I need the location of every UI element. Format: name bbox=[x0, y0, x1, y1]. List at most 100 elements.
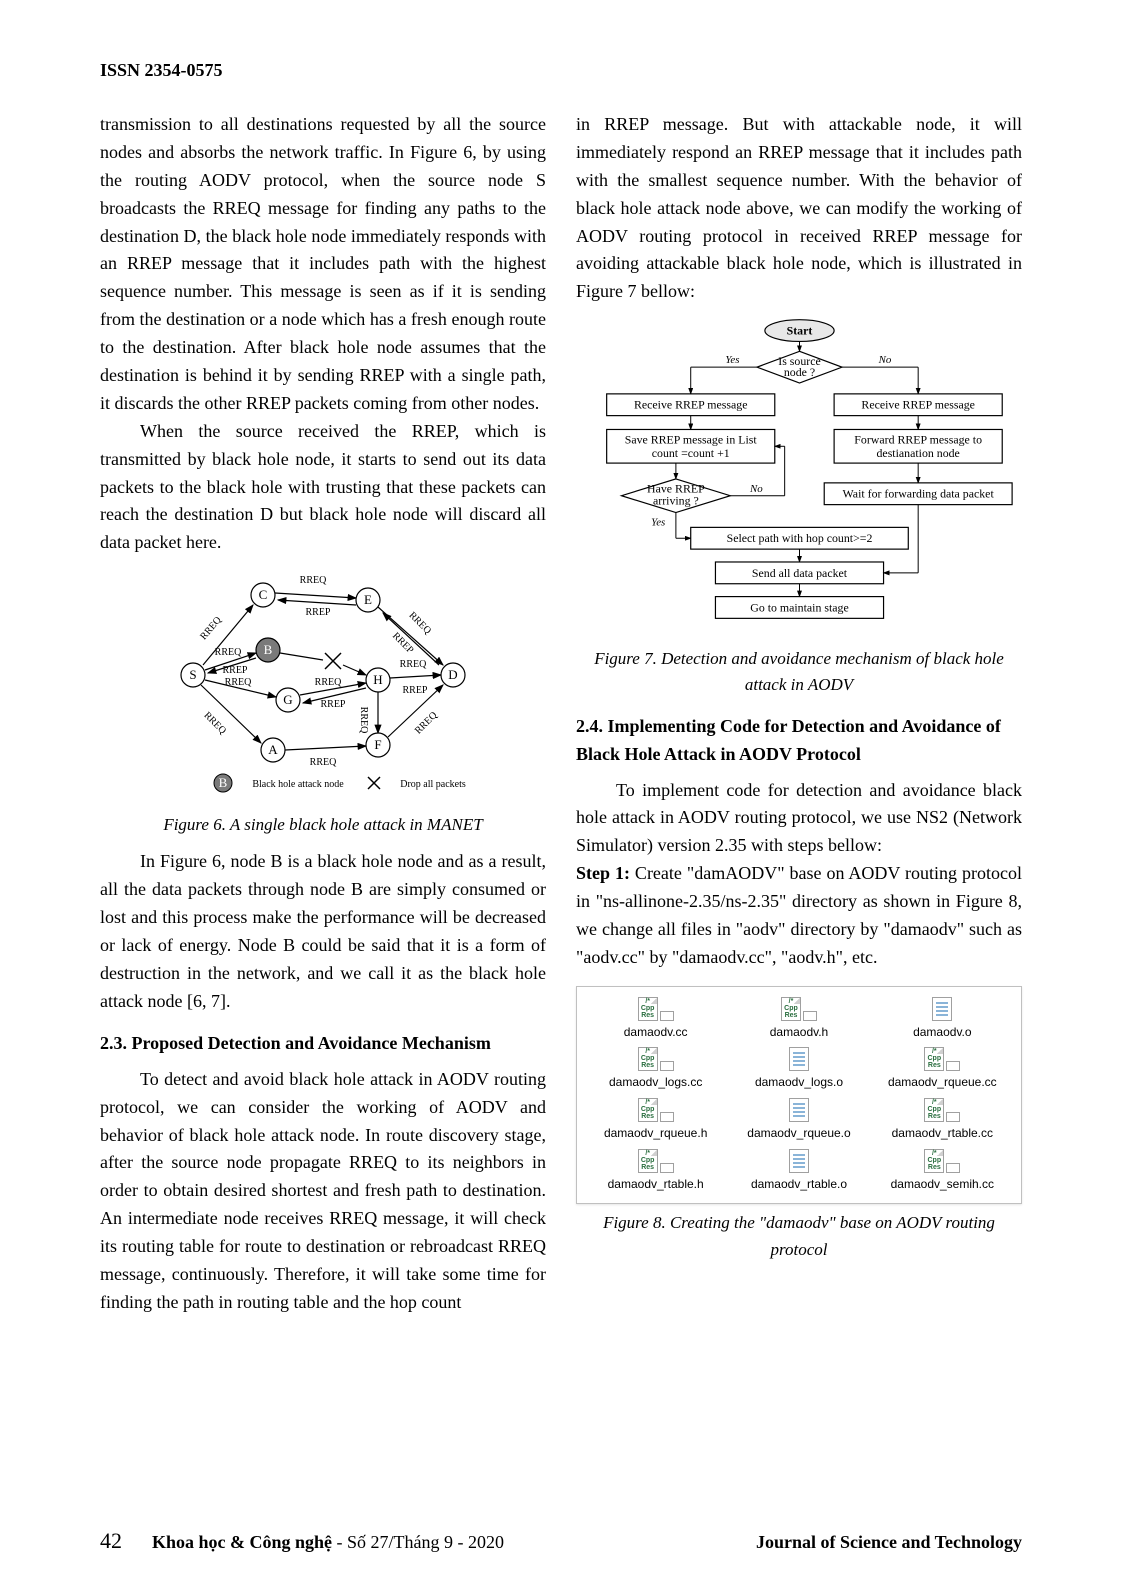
fig6-label-rreq: RREQ bbox=[300, 575, 327, 586]
svg-text:node ?: node ? bbox=[783, 365, 814, 379]
svg-text:B: B bbox=[219, 775, 228, 790]
svg-text:Go to maintain stage: Go to maintain stage bbox=[750, 601, 848, 615]
file-label: damaodv.h bbox=[770, 1023, 828, 1042]
file-item: /*CppResdamaodv_rtable.h bbox=[587, 1149, 724, 1194]
svg-text:arriving ?: arriving ? bbox=[652, 494, 698, 508]
svg-text:H: H bbox=[373, 672, 382, 687]
file-item: /*CppRes damaodv_logs.cc bbox=[587, 1047, 724, 1092]
file-item: damaodv_rtable.o bbox=[730, 1149, 867, 1194]
file-item: damaodv_logs.o bbox=[730, 1047, 867, 1092]
file-item: damaodv.o bbox=[874, 997, 1011, 1042]
svg-text:No: No bbox=[877, 354, 891, 366]
svg-text:Wait for forwarding data packe: Wait for forwarding data packet bbox=[842, 487, 994, 501]
figure-8-caption: Figure 8. Creating the "damaodv" base on… bbox=[576, 1210, 1022, 1263]
file-item: damaodv_rqueue.o bbox=[730, 1098, 867, 1143]
svg-text:F: F bbox=[374, 737, 381, 752]
cpp-file-icon: /*CppRes bbox=[924, 1098, 960, 1122]
drop-x-icon bbox=[368, 777, 380, 789]
fig6-legend-bh: Black hole attack node bbox=[252, 779, 344, 790]
content-columns: transmission to all destinations request… bbox=[100, 111, 1022, 1317]
svg-text:B: B bbox=[264, 642, 273, 657]
left-para4: To detect and avoid black hole attack in… bbox=[100, 1066, 546, 1317]
step-1: Step 1: Create "damAODV" base on AODV ro… bbox=[576, 860, 1022, 972]
svg-text:Yes: Yes bbox=[651, 517, 665, 529]
svg-text:destianation node: destianation node bbox=[876, 446, 959, 460]
file-label: damaodv_rqueue.o bbox=[747, 1124, 850, 1143]
svg-text:Receive RREP message: Receive RREP message bbox=[861, 398, 975, 412]
file-item: /*CppRes damaodv_rtable.cc bbox=[874, 1098, 1011, 1143]
object-file-icon bbox=[789, 1149, 809, 1173]
left-column: transmission to all destinations request… bbox=[100, 111, 546, 1317]
file-label: damaodv.o bbox=[913, 1023, 971, 1042]
svg-text:Select path with hop count>=2: Select path with hop count>=2 bbox=[726, 531, 872, 545]
figure-7-caption: Figure 7. Detection and avoidance mechan… bbox=[576, 646, 1022, 699]
fig6-label-rreq: RREQ bbox=[358, 707, 369, 734]
figure-8: /*CppResdamaodv.cc/*CppResdamaodv.hdamao… bbox=[576, 986, 1022, 1204]
object-file-icon bbox=[932, 997, 952, 1021]
svg-text:Send all data packet: Send all data packet bbox=[751, 566, 847, 580]
svg-text:G: G bbox=[283, 692, 292, 707]
left-para3: In Figure 6, node B is a black hole node… bbox=[100, 848, 546, 1015]
fig6-label-rreq: RREQ bbox=[225, 677, 252, 688]
cpp-file-icon: /*CppRes bbox=[924, 1047, 960, 1071]
svg-text:Save RREP message in List: Save RREP message in List bbox=[624, 433, 757, 447]
footer-right: Journal of Science and Technology bbox=[756, 1532, 1022, 1553]
file-item: /*CppRes damaodv.h bbox=[730, 997, 867, 1042]
svg-text:Receive RREP message: Receive RREP message bbox=[633, 398, 747, 412]
cpp-file-icon: /*CppRes bbox=[781, 997, 817, 1021]
left-para1: transmission to all destinations request… bbox=[100, 111, 546, 418]
figure-6: RREQ RREQ RREP RREQ RREQ RREQ RREP bbox=[100, 565, 546, 804]
cpp-file-icon: /*CppRes bbox=[638, 997, 674, 1021]
file-label: damaodv_rqueue.h bbox=[604, 1124, 707, 1143]
footer-left: Khoa học & Công nghệ - Số 27/Tháng 9 - 2… bbox=[152, 1532, 756, 1553]
fig6-label-rrep: RREP bbox=[222, 665, 247, 676]
fig6-label-rrep: RREP bbox=[390, 631, 416, 657]
object-file-icon bbox=[789, 1098, 809, 1122]
fig6-label-rrep: RREP bbox=[305, 607, 330, 618]
svg-text:D: D bbox=[448, 667, 457, 682]
cpp-file-icon: /*CppRes bbox=[638, 1047, 674, 1071]
issn-header: ISSN 2354-0575 bbox=[100, 60, 1022, 81]
fig6-label-rreq: RREQ bbox=[406, 610, 433, 637]
fig6-label-rreq: RREQ bbox=[413, 710, 440, 737]
file-item: /*CppRes damaodv_semih.cc bbox=[874, 1149, 1011, 1194]
file-label: damaodv_semih.cc bbox=[891, 1175, 994, 1194]
svg-text:A: A bbox=[268, 742, 278, 757]
object-file-icon bbox=[789, 1047, 809, 1071]
file-item: /*CppResdamaodv.cc bbox=[587, 997, 724, 1042]
svg-text:count =count +1: count =count +1 bbox=[651, 446, 729, 460]
file-item: /*CppRes damaodv_rqueue.cc bbox=[874, 1047, 1011, 1092]
file-label: damaodv_rtable.h bbox=[608, 1175, 704, 1194]
file-label: damaodv_rtable.cc bbox=[892, 1124, 993, 1143]
fig6-label-rrep: RREP bbox=[402, 685, 427, 696]
fig6-label-rreq: RREQ bbox=[198, 614, 224, 642]
file-label: damaodv_rtable.o bbox=[751, 1175, 847, 1194]
fig6-label-rreq: RREQ bbox=[400, 659, 427, 670]
fig6-label-rreq: RREQ bbox=[310, 757, 337, 768]
page-footer: 42 Khoa học & Công nghệ - Số 27/Tháng 9 … bbox=[100, 1528, 1022, 1554]
file-label: damaodv_logs.cc bbox=[609, 1073, 702, 1092]
fig6-label-rreq: RREQ bbox=[215, 647, 242, 658]
right-para2: To implement code for detection and avoi… bbox=[576, 777, 1022, 861]
file-label: damaodv_rqueue.cc bbox=[888, 1073, 997, 1092]
file-item: /*CppRes damaodv_rqueue.h bbox=[587, 1098, 724, 1143]
svg-text:Forward RREP message to: Forward RREP message to bbox=[854, 433, 982, 447]
right-para1: in RREP message. But with attackable nod… bbox=[576, 111, 1022, 306]
fig6-legend-drop: Drop all packets bbox=[400, 779, 466, 790]
section-2-4-title: 2.4. Implementing Code for Detection and… bbox=[576, 713, 1022, 769]
figure-7: Start Is source node ? Yes No Receive RR… bbox=[576, 314, 1022, 638]
fig6-label-rreq: RREQ bbox=[315, 677, 342, 688]
cpp-file-icon: /*CppRes bbox=[638, 1098, 674, 1122]
fig6-label-rrep: RREP bbox=[320, 699, 345, 710]
file-label: damaodv_logs.o bbox=[755, 1073, 843, 1092]
cpp-file-icon: /*CppRes bbox=[924, 1149, 960, 1173]
drop-x-icon bbox=[325, 653, 341, 669]
fig6-label-rreq: RREQ bbox=[201, 710, 228, 737]
svg-text:Yes: Yes bbox=[725, 354, 739, 366]
section-2-3-title: 2.3. Proposed Detection and Avoidance Me… bbox=[100, 1030, 546, 1058]
file-grid: /*CppResdamaodv.cc/*CppResdamaodv.hdamao… bbox=[576, 986, 1022, 1204]
page-number: 42 bbox=[100, 1528, 122, 1554]
svg-text:C: C bbox=[259, 587, 268, 602]
figure-6-caption: Figure 6. A single black hole attack in … bbox=[100, 812, 546, 838]
left-para2: When the source received the RREP, which… bbox=[100, 418, 546, 557]
